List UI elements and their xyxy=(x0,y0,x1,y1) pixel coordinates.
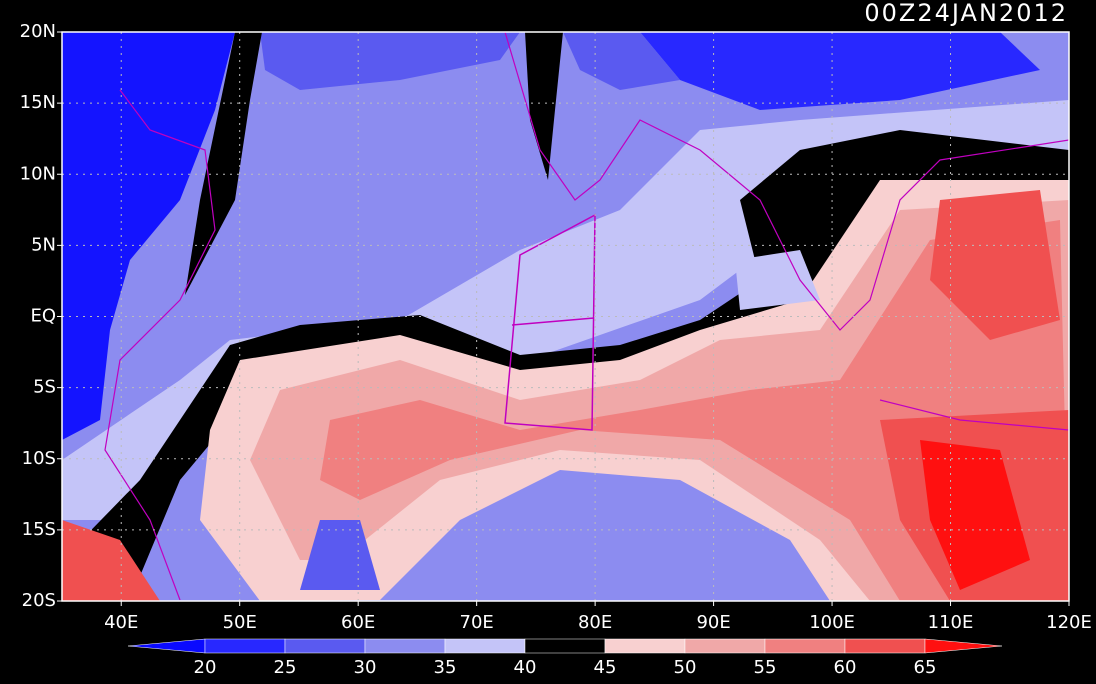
map-title: 00Z24JAN2012 xyxy=(864,0,1068,27)
lat-label: 20N xyxy=(20,21,56,42)
lat-label: EQ xyxy=(30,306,56,327)
coastline xyxy=(104,89,216,601)
colorbar-swatch xyxy=(204,638,286,654)
field-region xyxy=(62,32,235,440)
colorbar-swatch xyxy=(604,638,686,654)
colorbar-label: 20 xyxy=(194,657,217,678)
colorbar-label: 30 xyxy=(354,657,377,678)
field-region xyxy=(563,32,680,90)
colorbar-swatch xyxy=(364,638,446,654)
lat-label: 5N xyxy=(31,234,56,255)
field xyxy=(62,32,1069,601)
lon-label: 120E xyxy=(1046,612,1092,633)
colorbar: 20 25 30 35 40 45 50 55 60 65 xyxy=(127,638,1003,678)
lon-label: 90E xyxy=(696,612,730,633)
colorbar-label: 60 xyxy=(834,657,857,678)
field-region xyxy=(735,250,820,310)
colorbar-swatch xyxy=(844,638,926,654)
field-region xyxy=(260,32,520,90)
colorbar-label: 25 xyxy=(274,657,297,678)
colorbar-label: 55 xyxy=(754,657,777,678)
lon-label: 70E xyxy=(460,612,494,633)
region-box xyxy=(504,213,596,431)
field-region xyxy=(300,520,380,590)
lon-label: 50E xyxy=(223,612,257,633)
colorbar-label: 45 xyxy=(594,657,617,678)
field-region xyxy=(525,32,563,180)
colorbar-label: 35 xyxy=(434,657,457,678)
colorbar-swatch xyxy=(764,638,846,654)
lon-label: 110E xyxy=(928,612,974,633)
field-region xyxy=(560,480,660,590)
field-region xyxy=(930,190,1060,340)
coastline xyxy=(879,399,1069,431)
lat-label: 20S xyxy=(22,590,56,611)
colorbar-swatch xyxy=(524,638,606,654)
lon-label: 60E xyxy=(341,612,375,633)
colorbar-label: 40 xyxy=(514,657,537,678)
axes: 20N 15N 10N 5N EQ 5S 10S 15S 20S 40E 50E 60E 70E 80E 9… xyxy=(20,21,1092,633)
colorbar-label: 50 xyxy=(674,657,697,678)
colorbar-swatch xyxy=(684,638,766,654)
colorbar-swatch xyxy=(444,638,526,654)
colorbar-label: 65 xyxy=(914,657,937,678)
lat-label: 10N xyxy=(20,163,56,184)
lon-label: 100E xyxy=(809,612,855,633)
colorbar-swatch xyxy=(284,638,366,654)
lat-label: 15S xyxy=(22,519,56,540)
lat-label: 5S xyxy=(33,377,56,398)
field-region xyxy=(640,32,1040,110)
coastline xyxy=(504,32,1069,331)
lon-label: 40E xyxy=(104,612,138,633)
field-region xyxy=(185,32,262,295)
lat-label: 15N xyxy=(20,92,56,113)
field-region xyxy=(320,220,1069,601)
field-region xyxy=(62,520,160,601)
colorbar-arrow xyxy=(924,638,1003,654)
lon-label: 80E xyxy=(578,612,612,633)
lat-label: 10S xyxy=(22,448,56,469)
field-region xyxy=(920,440,1030,590)
